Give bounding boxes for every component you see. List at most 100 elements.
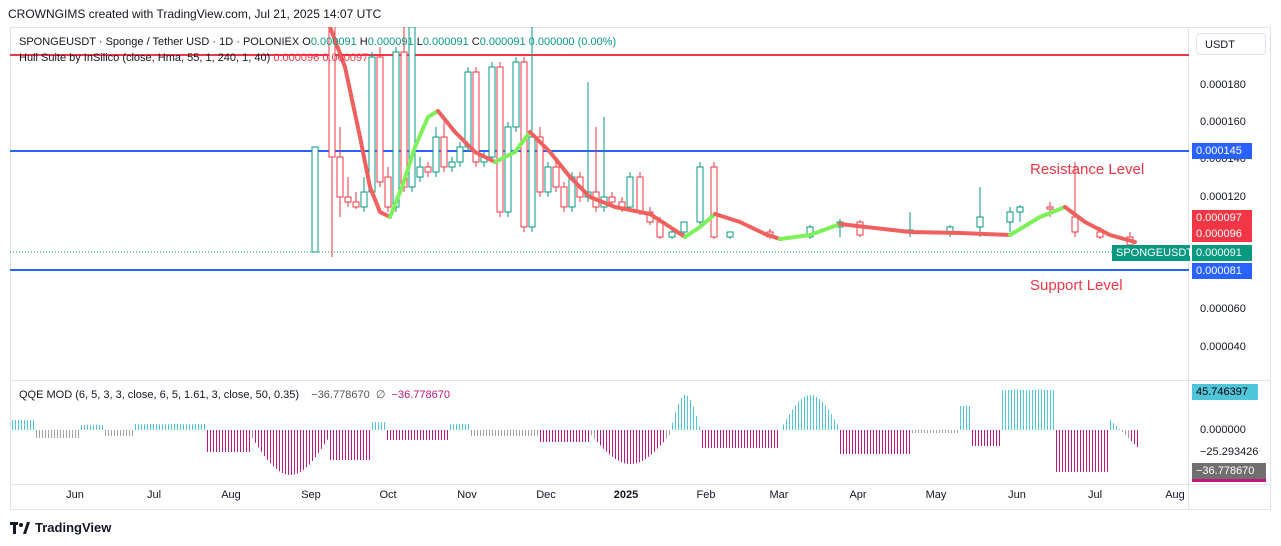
qqe-bar	[168, 424, 169, 430]
qqe-bar	[267, 430, 268, 460]
qqe-bar	[1068, 430, 1069, 472]
qqe-bar	[384, 422, 385, 430]
qqe-bar	[1005, 390, 1006, 430]
qqe-bar	[246, 430, 247, 452]
qqe-bar	[537, 430, 538, 436]
qqe-bar	[912, 430, 913, 433]
qqe-bar	[516, 430, 517, 436]
qqe-bar	[342, 430, 343, 460]
qqe-bar	[132, 430, 133, 436]
qqe-bar	[885, 430, 886, 454]
qqe-bar	[366, 430, 367, 460]
qqe-bar	[1035, 390, 1036, 430]
chart-area[interactable]	[10, 27, 1189, 510]
qqe-bar	[1062, 430, 1063, 472]
qqe-bar	[255, 430, 256, 443]
price-axis[interactable]	[1189, 27, 1271, 510]
qqe-bar	[663, 430, 664, 443]
candle-body	[432, 136, 440, 173]
pane-divider[interactable]	[10, 380, 1271, 381]
qqe-bar	[1014, 390, 1015, 430]
qqe-bar	[522, 430, 523, 436]
qqe-bar	[681, 398, 682, 430]
qqe-bar	[18, 420, 19, 430]
time-label: Sep	[301, 489, 321, 501]
qqe-bar	[633, 430, 634, 464]
candle-body	[528, 136, 536, 228]
qqe-bar	[180, 424, 181, 430]
qqe-bar	[843, 430, 844, 454]
candle-body	[680, 221, 688, 233]
qqe-bar	[1017, 390, 1018, 430]
qqe-bar	[243, 430, 244, 452]
qqe-bar	[606, 430, 607, 452]
qqe-bar	[471, 430, 472, 436]
qqe-bar	[291, 430, 292, 475]
time-label: Feb	[696, 489, 716, 501]
qqe-bar	[882, 430, 883, 454]
qqe-bar	[1131, 430, 1132, 441]
qqe-bar	[639, 430, 640, 463]
price-chart-canvas[interactable]	[10, 27, 1189, 484]
qqe-bar	[99, 425, 100, 430]
hull-value-2: 0.000097	[322, 52, 369, 64]
brand-name: TradingView	[35, 520, 112, 535]
qqe-bar	[798, 401, 799, 430]
qqe-bar	[876, 430, 877, 454]
qqe-bar	[390, 430, 391, 440]
qqe-bar	[171, 424, 172, 430]
qqe-bar	[372, 422, 373, 430]
qqe-bar	[87, 425, 88, 430]
qqe-bar	[513, 430, 514, 436]
qqe-legend[interactable]: QQE MOD (6, 5, 3, 3, close, 6, 5, 1.61, …	[19, 388, 450, 401]
qqe-bar	[222, 430, 223, 452]
qqe-bar	[792, 409, 793, 430]
time-label-year: 2025	[613, 489, 639, 501]
qqe-bar	[573, 430, 574, 442]
qqe-bar	[825, 405, 826, 430]
qqe-bar	[90, 425, 91, 430]
tradingview-logo-icon	[10, 521, 30, 534]
qqe-bar	[705, 430, 706, 448]
qqe-bar	[624, 430, 625, 464]
low-label: L	[416, 36, 423, 48]
qqe-bar	[405, 430, 406, 440]
qqe-bar	[1086, 430, 1087, 472]
qqe-bar	[675, 412, 676, 430]
qqe-bar	[1029, 390, 1030, 430]
qqe-bar	[984, 430, 985, 446]
qqe-bar	[771, 430, 772, 448]
currency-button[interactable]: USDT	[1196, 33, 1266, 55]
qqe-bar	[945, 430, 946, 433]
price-tick: 0.000060	[1200, 303, 1246, 315]
qqe-bar	[453, 424, 454, 430]
hull-upper-tag: 0.000097	[1192, 210, 1252, 226]
tradingview-branding[interactable]: TradingView	[10, 520, 111, 535]
qqe-bar	[231, 430, 232, 452]
candle-body	[1016, 206, 1024, 213]
candle-body	[560, 186, 568, 208]
candle-body	[1071, 216, 1079, 233]
qqe-bar	[426, 430, 427, 440]
symbol-legend[interactable]: SPONGEUSDT · Sponge / Tether USD · 1D · …	[19, 36, 616, 48]
qqe-bar	[348, 430, 349, 460]
qqe-bar	[582, 430, 583, 442]
qqe-bar	[531, 430, 532, 436]
qqe-bar	[1020, 390, 1021, 430]
qqe-bar	[597, 430, 598, 443]
qqe-bar	[789, 414, 790, 430]
price-tick: 0.000040	[1200, 341, 1246, 353]
qqe-bar	[1137, 430, 1138, 447]
qqe-bar	[129, 430, 130, 436]
qqe-bar	[510, 430, 511, 436]
time-label: May	[925, 489, 947, 501]
qqe-bar	[276, 430, 277, 470]
qqe-bar	[870, 430, 871, 454]
qqe-bar	[660, 430, 661, 446]
qqe-bar	[282, 430, 283, 474]
qqe-bar	[396, 430, 397, 440]
time-label: Aug	[1165, 489, 1185, 501]
qqe-bar	[627, 430, 628, 464]
hull-legend[interactable]: Hull Suite by InSilico (close, Hma, 55, …	[19, 52, 368, 64]
price-tick: 0.000120	[1200, 191, 1246, 203]
